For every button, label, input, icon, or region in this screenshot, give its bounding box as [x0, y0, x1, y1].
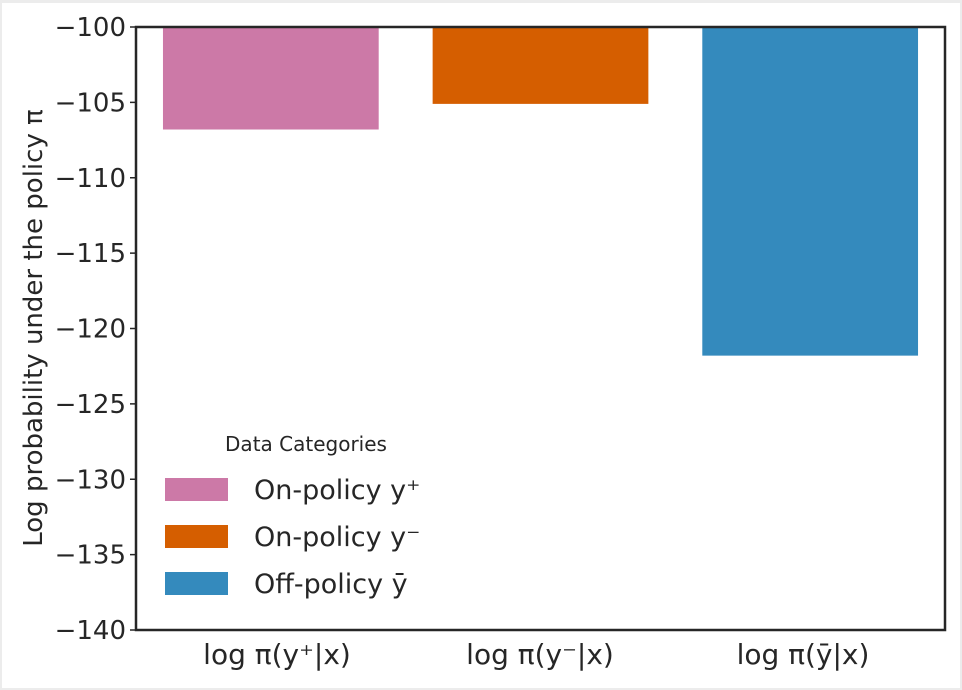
y-tick-label-4: −120 — [55, 315, 126, 345]
bar-2 — [702, 27, 919, 356]
x-tick-label-2: log π(ȳ|x) — [737, 638, 870, 671]
legend-title: Data Categories — [225, 432, 387, 456]
legend-swatch-2 — [165, 572, 228, 595]
y-tick-label-8: −140 — [55, 616, 126, 646]
legend-label-0: On-policy y⁺ — [254, 475, 420, 506]
bar-0 — [162, 27, 379, 130]
y-ticks-group: −100 −105 −110 −115 −120 −125 −130 −135 −140 — [55, 13, 136, 646]
bars-group — [162, 27, 919, 356]
x-tick-label-0: log π(y⁺|x) — [203, 638, 351, 671]
y-tick-label-3: −115 — [55, 239, 126, 269]
legend-label-1: On-policy y⁻ — [254, 522, 420, 553]
y-axis-label: Log probability under the policy π — [19, 109, 49, 547]
y-tick-label-7: −135 — [55, 541, 126, 571]
legend: Data Categories On-policy y⁺ On-policy y… — [165, 432, 420, 600]
legend-swatch-0 — [165, 478, 228, 501]
y-tick-label-0: −100 — [55, 13, 126, 43]
x-tick-label-1: log π(y⁻|x) — [466, 638, 614, 671]
y-tick-label-1: −105 — [55, 88, 126, 118]
y-tick-label-2: −110 — [55, 164, 126, 194]
legend-swatch-1 — [165, 525, 228, 548]
y-tick-label-6: −130 — [55, 465, 126, 495]
y-tick-label-5: −125 — [55, 390, 126, 420]
bar-1 — [432, 27, 649, 104]
legend-label-2: Off-policy ȳ — [254, 569, 408, 600]
